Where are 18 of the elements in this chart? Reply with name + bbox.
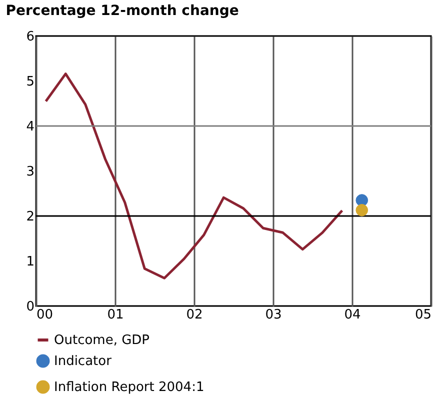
y-tick-label: 4 [26,120,34,134]
chart-title: Percentage 12-month change [6,3,239,19]
y-tick-label: 5 [26,74,34,90]
y-tick-label: 1 [26,254,34,270]
x-tick-label: 03 [265,308,282,322]
x-tick-label: 04 [344,308,361,322]
y-tick-label: 3 [26,164,34,180]
x-tick-label: 01 [107,308,124,322]
line-series [44,72,344,280]
x-tick-label: 00 [36,308,54,322]
y-tick-label: 2 [26,210,34,224]
y-tick-label: 0 [26,300,34,314]
x-tick-label: 02 [186,308,203,322]
y-tick-label: 6 [26,30,34,44]
legend-label: Inflation Report 2004:1 [54,380,204,395]
x-tick-label: 05 [414,308,432,322]
legend-label: Outcome, GDP [54,333,150,348]
legend-label: Indicator [54,354,112,369]
